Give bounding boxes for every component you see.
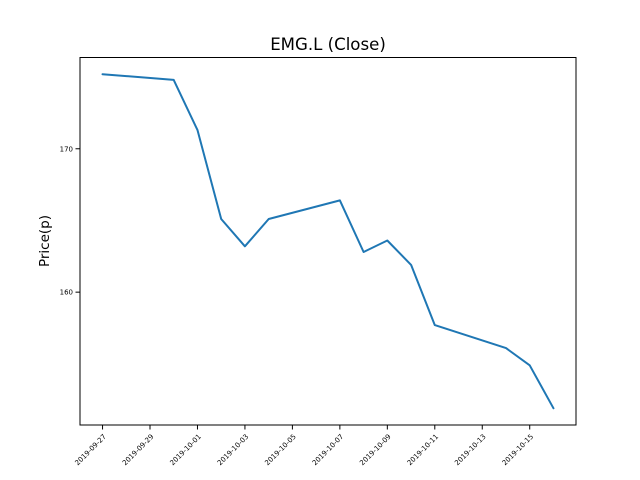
y-axis: 160 170: [60, 145, 80, 297]
x-tick-label: 2019-10-09: [358, 433, 392, 467]
x-tick-label: 2019-10-15: [501, 433, 535, 467]
x-tick-label: 2019-10-05: [263, 433, 297, 467]
x-tick-label: 2019-10-07: [311, 433, 345, 467]
y-tick-label: 160: [60, 289, 73, 297]
x-tick-label: 2019-10-03: [216, 433, 250, 467]
chart-title: EMG.L (Close): [270, 35, 386, 54]
x-tick-label: 2019-09-29: [121, 433, 155, 467]
close-price-line: [101, 73, 555, 410]
x-tick-label: 2019-09-27: [74, 433, 108, 467]
x-tick-label: 2019-10-11: [406, 433, 440, 467]
y-tick-label: 170: [60, 145, 73, 153]
x-tick-label: 2019-10-01: [168, 433, 202, 467]
x-axis: 2019-09-27 2019-09-29 2019-10-01 2019-10-03…: [74, 425, 535, 467]
y-axis-label: Price(p): [37, 215, 53, 267]
plot-border: [79, 57, 577, 426]
x-tick-label: 2019-10-13: [453, 433, 487, 467]
